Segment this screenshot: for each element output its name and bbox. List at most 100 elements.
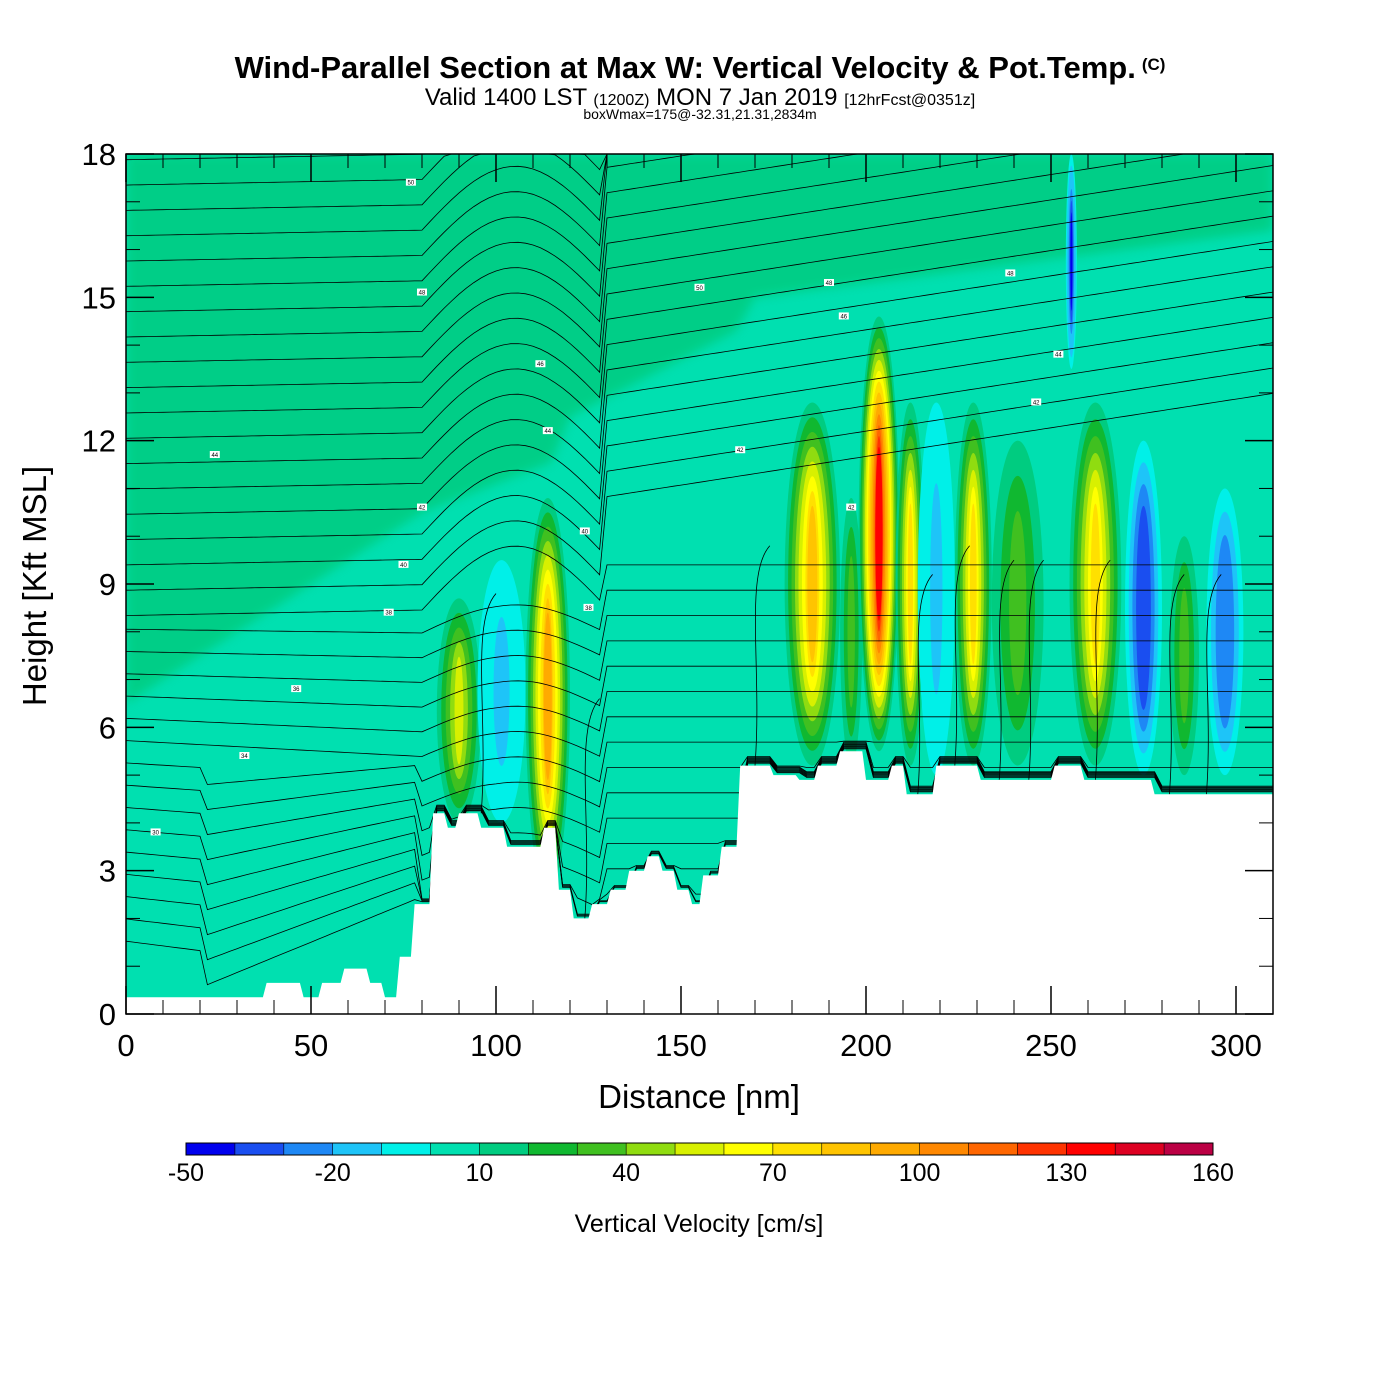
isentrope-line xyxy=(126,747,1273,961)
velocity-band xyxy=(907,503,914,665)
y-tick-label: 9 xyxy=(99,567,116,602)
contour-label: 46 xyxy=(840,314,847,320)
isentrope-line xyxy=(754,545,771,766)
updraft-cell xyxy=(917,402,955,776)
isentrope-line xyxy=(1028,559,1044,780)
contour-label-bg xyxy=(150,828,161,836)
contour-label-bg xyxy=(583,603,594,611)
isentrope-line xyxy=(1169,574,1185,795)
colorbar-swatch xyxy=(430,1143,480,1155)
colorbar-swatch xyxy=(968,1143,1018,1155)
isentrope-line xyxy=(126,640,1273,683)
updraft-cell xyxy=(858,316,900,752)
colorbar-swatch xyxy=(234,1143,285,1155)
contour-label-bg xyxy=(417,503,427,511)
valid-time: Valid 1400 LST xyxy=(424,84,587,111)
contour-label: 42 xyxy=(737,448,744,454)
isentrope-line xyxy=(126,317,1273,515)
terrain-shape xyxy=(126,751,1273,1014)
isentrope-line xyxy=(126,154,1273,262)
velocity-band xyxy=(543,612,552,780)
isentrope-line xyxy=(126,154,1273,313)
velocity-band xyxy=(1139,527,1148,689)
contour-label: 48 xyxy=(826,281,833,287)
contour-label-bg xyxy=(846,503,857,511)
valid-date: MON 7 Jan 2019 xyxy=(656,84,838,111)
contour-label: 46 xyxy=(537,362,544,368)
x-tick-label: 50 xyxy=(294,1028,328,1063)
colorbar-swatch xyxy=(332,1143,383,1155)
contour-label: 44 xyxy=(1055,353,1062,359)
isentrope-line xyxy=(126,691,1273,733)
updraft-cell xyxy=(1069,402,1122,766)
colorbar-tick-label: 100 xyxy=(899,1159,941,1187)
contour-label-bg xyxy=(1031,398,1042,406)
isentrope-line xyxy=(126,615,1273,659)
chart-subtitle: Valid 1400 LST (1200Z) MON 7 Jan 2019 [1… xyxy=(0,84,1400,112)
isentrope-line xyxy=(1206,574,1222,795)
velocity-band xyxy=(1179,587,1190,724)
isentrope-line xyxy=(126,241,1273,439)
contour-label: 42 xyxy=(1033,400,1040,406)
isentrope-line xyxy=(126,154,1273,186)
y-tick-label: 12 xyxy=(82,424,116,459)
contour-label-bg xyxy=(1053,350,1064,358)
x-tick-label: 150 xyxy=(655,1028,707,1063)
plot-area: 30 34 36 38 40 42 44 48 50 46 44 40 38 50 42 48 46 42 48 42… xyxy=(126,154,1273,1014)
colorbar-title: Vertical Velocity [cm/s] xyxy=(575,1210,824,1238)
isentrope-line xyxy=(917,574,933,795)
velocity-band xyxy=(930,483,943,695)
isentrope-line xyxy=(954,545,970,766)
isentrope-line xyxy=(126,154,1273,338)
y-tick-label: 0 xyxy=(99,997,116,1032)
contour-label: 42 xyxy=(419,506,426,512)
isentrope-line xyxy=(126,154,1273,237)
colorbar-swatch xyxy=(919,1143,969,1155)
isentrope-line xyxy=(126,745,1273,911)
colorbar-tick-label: 40 xyxy=(612,1159,640,1187)
colorbar-frame xyxy=(185,1142,1214,1156)
colorbar-tick-label: -50 xyxy=(168,1159,204,1187)
updraft-cell xyxy=(784,402,841,766)
contour-label: 50 xyxy=(696,286,703,292)
colorbar-swatch xyxy=(723,1143,774,1155)
contour-label: 50 xyxy=(408,181,415,187)
contour-label: 48 xyxy=(419,291,426,297)
contour-label-bg xyxy=(209,451,220,458)
isentrope-line xyxy=(126,545,1273,616)
isentrope-line xyxy=(998,559,1015,780)
copyright-mark: (C) xyxy=(1141,55,1166,74)
utc-time: (1200Z) xyxy=(593,92,650,109)
isentrope-contours xyxy=(126,154,1273,986)
colorbar-swatch xyxy=(1017,1143,1067,1155)
colorbar-tick-label: 160 xyxy=(1192,1159,1234,1187)
velocity-band xyxy=(969,503,977,665)
contour-label: 36 xyxy=(293,687,300,693)
x-tick-label: 100 xyxy=(470,1028,522,1063)
contour-label-bg xyxy=(1005,269,1016,277)
updraft-cell xyxy=(954,402,992,766)
contour-label-bg xyxy=(417,288,427,296)
isentrope-line xyxy=(126,154,1273,287)
x-tick-label: 0 xyxy=(117,1028,134,1063)
contour-label: 34 xyxy=(241,754,248,760)
contour-label: 42 xyxy=(848,506,855,512)
colorbar-swatch xyxy=(1066,1143,1116,1155)
contour-label: 30 xyxy=(152,830,159,836)
isentrope-line xyxy=(126,165,1273,363)
isentrope-line xyxy=(126,748,1273,986)
contour-label-bg xyxy=(824,279,834,286)
x-tick-label: 250 xyxy=(1025,1028,1077,1063)
colorbar-swatch xyxy=(1115,1143,1165,1155)
isentrope-line xyxy=(126,190,1273,388)
contour-label: 44 xyxy=(211,453,218,459)
updraft-cell xyxy=(1169,536,1199,776)
isentrope-line xyxy=(126,716,1273,757)
contour-labels: 30 34 36 38 40 42 44 48 50 46 44 40 38 50 42 48 46 42 48 42… xyxy=(150,178,1064,836)
velocity-band xyxy=(1009,511,1027,696)
colorbar-swatch xyxy=(283,1143,334,1155)
updraft-cell xyxy=(436,598,482,823)
isentrope-line xyxy=(126,266,1273,464)
contour-label-bg xyxy=(694,283,705,291)
isentrope-line xyxy=(126,743,1273,861)
